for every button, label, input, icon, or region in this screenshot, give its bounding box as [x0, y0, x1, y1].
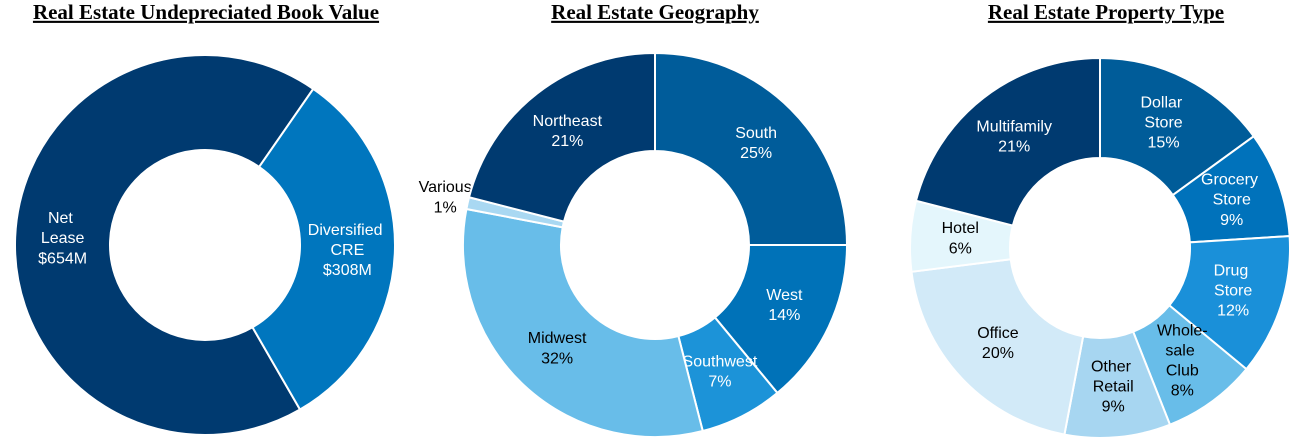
slice-label: Dollar Store: [1140, 94, 1186, 131]
slice: [467, 51, 656, 223]
slice-value: 7%: [708, 374, 731, 391]
slice: [914, 56, 1101, 227]
slice-value: 14%: [768, 307, 800, 324]
slice-value: 21%: [998, 139, 1030, 156]
chart-title: Real Estate Undepreciated Book Value: [33, 0, 379, 24]
slice-label: Office: [977, 325, 1019, 342]
slice-value: 15%: [1148, 134, 1180, 151]
chart-title: Real Estate Geography: [551, 0, 759, 24]
slice-label: Multifamily: [976, 119, 1052, 136]
slice-label: Drug Store: [1214, 262, 1253, 299]
slice-value: $308M: [323, 262, 372, 279]
slice-value: 1%: [434, 199, 457, 216]
slice-label: Midwest: [528, 330, 587, 347]
slice-label: Various: [419, 179, 472, 196]
slice: [251, 87, 396, 411]
slice-label: Hotel: [942, 220, 979, 237]
slice: [910, 258, 1085, 436]
slice-label: Diversified CRE: [308, 222, 387, 259]
slice-label: Net Lease: [41, 210, 85, 247]
chart-title: Real Estate Property Type: [988, 0, 1224, 24]
slice-value: 32%: [541, 350, 573, 367]
slice-value: 8%: [1171, 382, 1194, 399]
slice-label: Northeast: [533, 113, 603, 130]
slice-label: Other Retail: [1091, 359, 1135, 396]
slice-value: 9%: [1220, 212, 1243, 229]
slice: [654, 51, 849, 246]
slice-label: South: [735, 125, 777, 142]
slice: [14, 54, 315, 436]
slice: [1099, 56, 1256, 197]
slice-label: West: [766, 287, 803, 304]
slice-value: 20%: [982, 345, 1014, 362]
slice-value: 25%: [740, 145, 772, 162]
slice-label: Whole-sale Club: [1157, 322, 1208, 379]
slice-value: $654M: [38, 250, 87, 267]
slice-value: 9%: [1102, 399, 1125, 416]
slice-label: Grocery Store: [1201, 172, 1262, 209]
slice-value: 21%: [551, 133, 583, 150]
slice: [462, 207, 704, 438]
slice-value: 6%: [949, 240, 972, 257]
slice-value: 12%: [1217, 302, 1249, 319]
slice-label: Southwest: [683, 354, 758, 371]
